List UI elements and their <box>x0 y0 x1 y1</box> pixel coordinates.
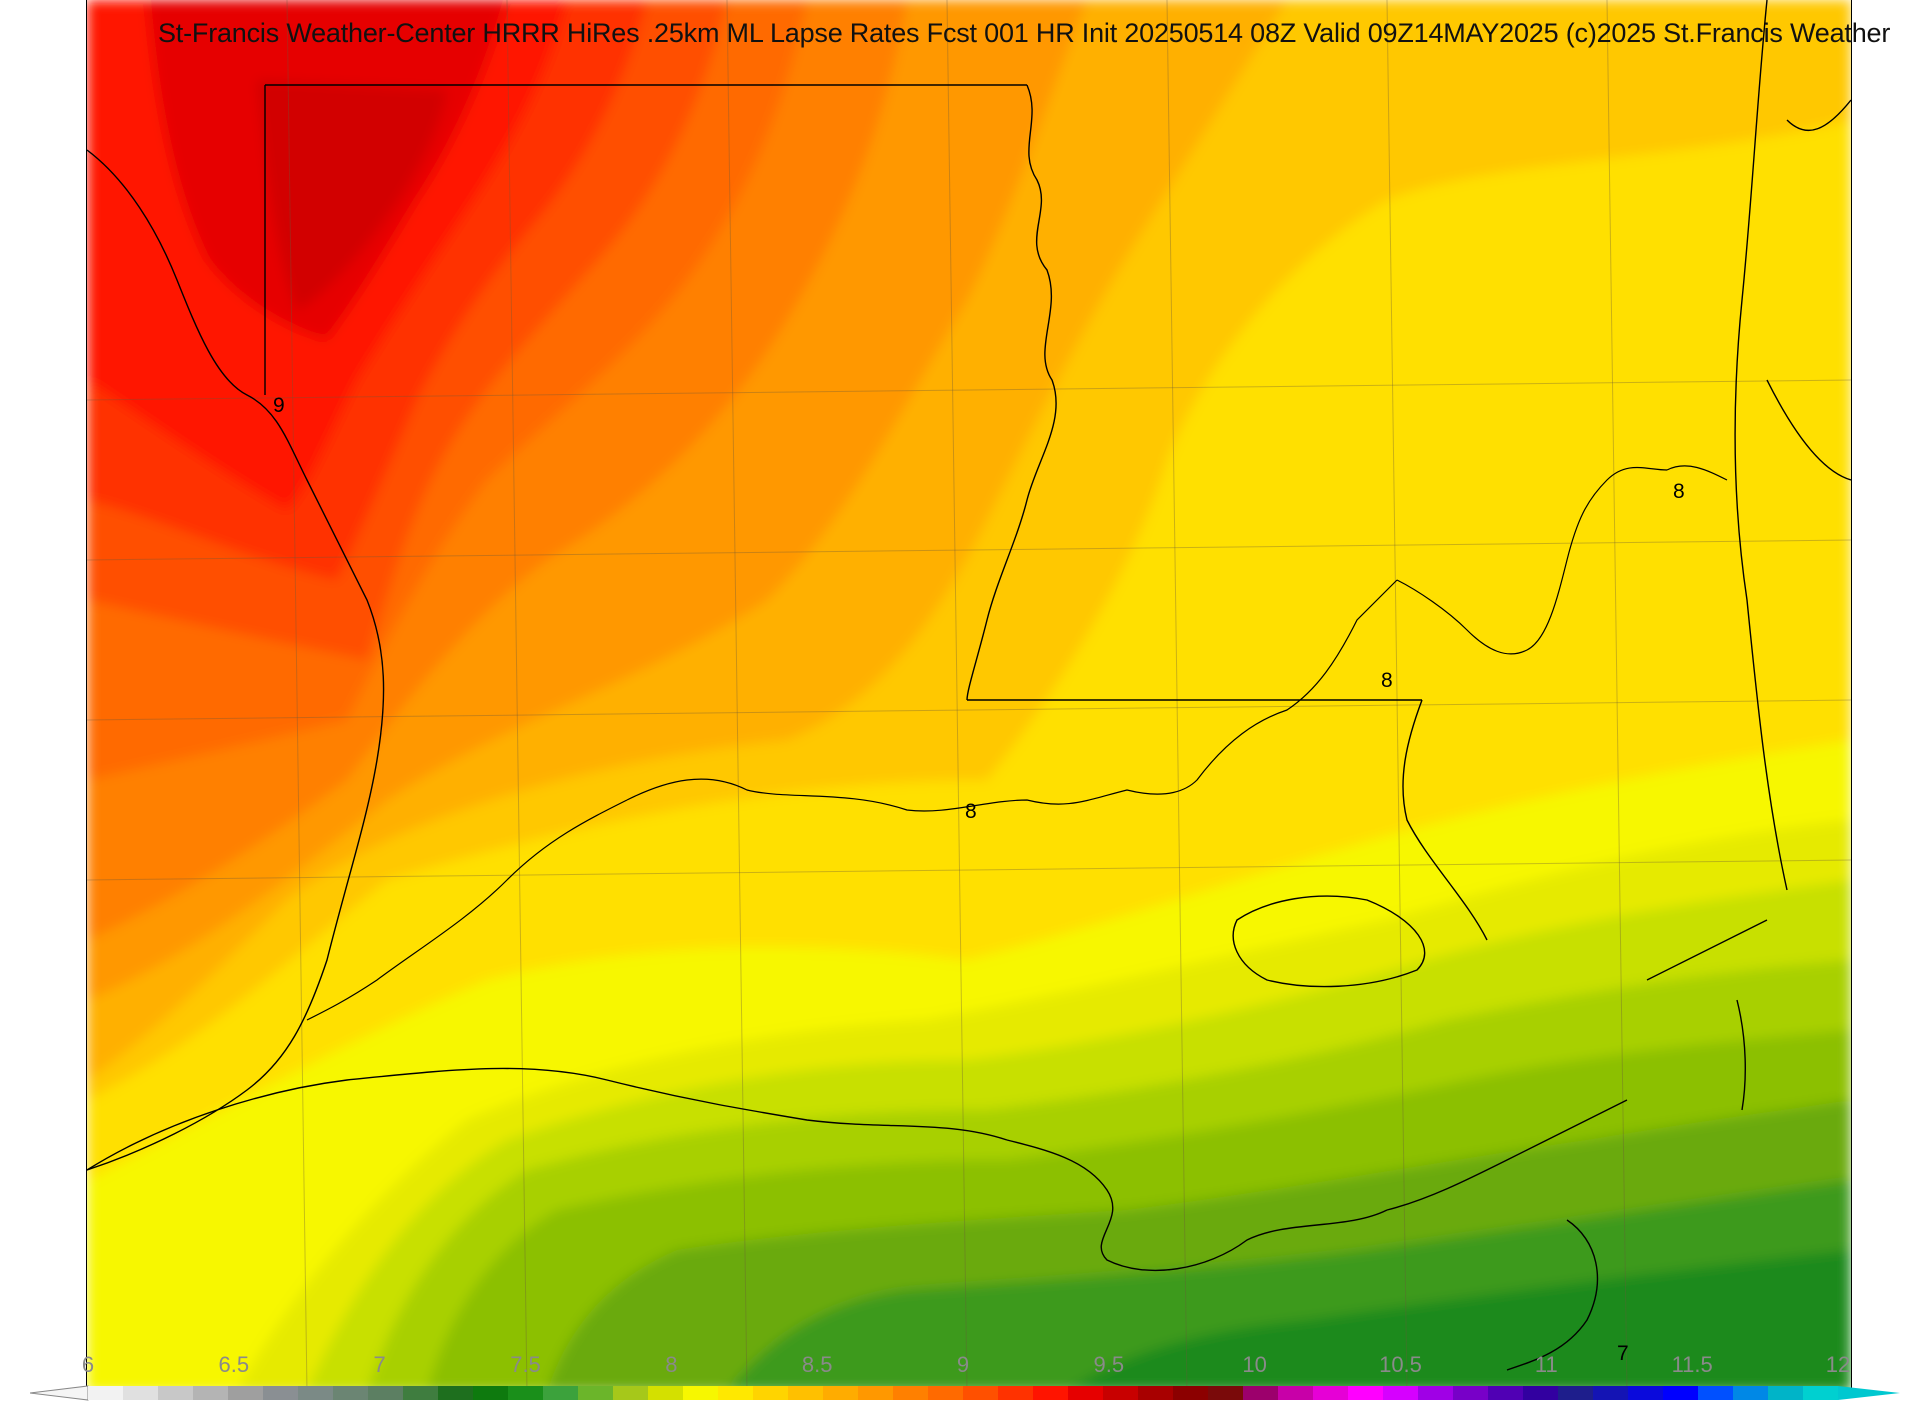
colorbar-segment <box>193 1386 229 1400</box>
colorbar-segment <box>1488 1386 1524 1400</box>
contour-label-8-east: 8 <box>1673 480 1685 503</box>
colorbar-segment <box>88 1386 124 1400</box>
colorbar-segment <box>1243 1386 1279 1400</box>
map-title: St-Francis Weather-Center HRRR HiRes .25… <box>158 18 1891 48</box>
colorbar-segment <box>788 1386 824 1400</box>
colorbar-tick-labels: 6 6.5 7 7.5 8 8.5 9 9.5 10 10.5 11 11.5 12 <box>0 1352 1920 1382</box>
colorbar-segment <box>263 1386 299 1400</box>
colorbar-segment <box>1033 1386 1069 1400</box>
contour-labels: 9 8 8 8 7 <box>273 394 1685 1365</box>
colorbar-segment <box>1278 1386 1314 1400</box>
colorbar-segment <box>1383 1386 1419 1400</box>
colorbar-segment <box>963 1386 999 1400</box>
colorbar-tick-label: 10 <box>1242 1352 1267 1377</box>
colorbar-segment <box>1418 1386 1454 1400</box>
colorbar-segment <box>1523 1386 1559 1400</box>
colorbar-segment <box>1768 1386 1804 1400</box>
colorbar-tick-label: 6 <box>81 1352 95 1377</box>
colorbar-tick-label: 9 <box>956 1352 970 1377</box>
colorbar-tick-label: 8 <box>665 1352 678 1377</box>
colorbar-segment <box>1348 1386 1384 1400</box>
colorbar-segment <box>683 1386 719 1400</box>
colorbar-segment <box>1138 1386 1174 1400</box>
colorbar-segment <box>1663 1386 1699 1400</box>
colorbar-segment <box>123 1386 159 1400</box>
colorbar-tick-label: 12 <box>1825 1352 1851 1377</box>
colorbar-tick-label: 6.5 <box>218 1352 250 1377</box>
lapse-rate-map[interactable]: 9 8 8 8 7 <box>86 0 1852 1392</box>
contour-lines <box>306 465 1728 1021</box>
colorbar-segment <box>928 1386 964 1400</box>
colorbar-over-arrow <box>1838 1386 1900 1400</box>
colorbar-segment <box>1103 1386 1139 1400</box>
contour-label-8-west: 8 <box>965 800 977 823</box>
colorbar-tick-label: 9.5 <box>1093 1352 1125 1377</box>
contour-label-9: 9 <box>273 394 285 417</box>
colorbar-segment <box>438 1386 474 1400</box>
colorbar-segment <box>753 1386 789 1400</box>
colorbar-segment <box>1593 1386 1629 1400</box>
colorbar-segment <box>1208 1386 1244 1400</box>
colorbar-segment <box>1453 1386 1489 1400</box>
colorbar-tick-label: 8.5 <box>801 1352 833 1377</box>
contour-label-7: 7 <box>1617 1342 1629 1365</box>
colorbar-segment <box>1733 1386 1769 1400</box>
colorbar-segment <box>1628 1386 1664 1400</box>
colorbar-tick-label: 10.5 <box>1379 1352 1422 1377</box>
colorbar-segment <box>333 1386 369 1400</box>
colorbar-segment <box>1558 1386 1594 1400</box>
county-boundaries <box>87 0 1851 1392</box>
colorbar-tick-label: 7 <box>373 1352 386 1377</box>
colorbar-segment <box>368 1386 404 1400</box>
colorbar-tick-label: 7.5 <box>510 1352 541 1377</box>
colorbar-segment <box>718 1386 754 1400</box>
colorbar-segment <box>543 1386 579 1400</box>
colorbar-segment <box>823 1386 859 1400</box>
colorbar-segment <box>1313 1386 1349 1400</box>
colorbar-segment <box>158 1386 194 1400</box>
colorbar-segment <box>613 1386 649 1400</box>
state-borders <box>87 0 1851 1371</box>
colorbar-segment <box>508 1386 544 1400</box>
colorbar-segment <box>858 1386 894 1400</box>
colorbar-segment <box>298 1386 334 1400</box>
colorbar-segment <box>1803 1386 1839 1400</box>
colorbar-under-arrow <box>30 1385 89 1401</box>
colorbar-segment <box>578 1386 614 1400</box>
contour-label-8-center: 8 <box>1381 669 1393 692</box>
colorbar-segment <box>648 1386 684 1400</box>
colorbar-segment <box>228 1386 264 1400</box>
lapse-rate-field <box>87 0 1851 1392</box>
colorbar-segment <box>1698 1386 1734 1400</box>
colorbar-segment <box>893 1386 929 1400</box>
colorbar <box>30 1385 1900 1401</box>
colorbar-segment <box>473 1386 509 1400</box>
colorbar-tick-label: 11 <box>1534 1352 1558 1377</box>
colorbar-tick-label: 11.5 <box>1671 1352 1713 1377</box>
colorbar-segment <box>998 1386 1034 1400</box>
colorbar-segment <box>403 1386 439 1400</box>
colorbar-segment <box>1173 1386 1209 1400</box>
colorbar-segment <box>1068 1386 1104 1400</box>
